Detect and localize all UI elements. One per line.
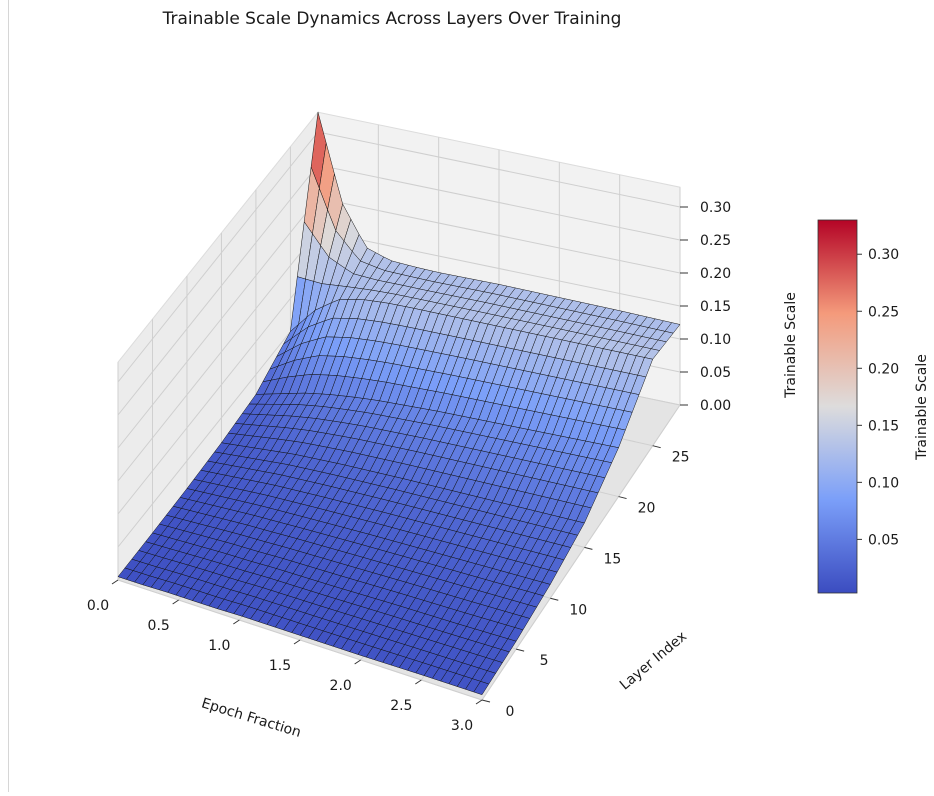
z-tick-label: 0.10 — [700, 332, 731, 348]
x-tick-label: 2.5 — [390, 698, 412, 714]
colorbar-tick-label: 0.30 — [868, 247, 899, 263]
tick-mark — [354, 659, 361, 665]
grid-line — [117, 197, 319, 449]
frame-divider — [8, 0, 9, 792]
tick-mark — [415, 679, 422, 685]
tick-mark — [550, 597, 559, 601]
z-tick-label: 0.25 — [700, 233, 731, 249]
surface-cell — [473, 681, 490, 696]
grid-line — [317, 197, 681, 274]
colorbar-tick-label: 0.10 — [868, 475, 899, 491]
grid-line — [117, 296, 319, 548]
y-tick-label: 10 — [569, 602, 587, 618]
grid-line — [481, 404, 681, 701]
grid-line — [317, 230, 681, 307]
y-tick-label: 20 — [638, 501, 656, 517]
x-tick-label: 0.0 — [87, 598, 109, 614]
z-tick-label: 0.30 — [700, 200, 731, 216]
z-tick-label: 0.20 — [700, 266, 731, 282]
chart-title: Trainable Scale Dynamics Across Layers O… — [162, 9, 622, 29]
z-axis-label: Trainable Scale — [783, 292, 799, 399]
colorbar-gradient — [817, 219, 858, 594]
y-tick-label: 25 — [672, 450, 690, 466]
tick-mark — [516, 648, 525, 652]
grid-line — [117, 131, 319, 383]
y-tick-label: 5 — [540, 653, 549, 669]
tick-mark — [233, 619, 240, 625]
grid-line — [117, 263, 319, 515]
y-tick-label: 0 — [506, 704, 515, 720]
tick-mark — [111, 579, 119, 585]
grid-line — [317, 164, 681, 241]
z-tick-label: 0.15 — [700, 299, 731, 315]
x-tick-label: 2.0 — [330, 678, 352, 694]
x-tick-label: 0.5 — [148, 618, 170, 634]
colorbar-tick-label: 0.20 — [868, 361, 899, 377]
colorbar: Trainable Scale 0.05 0.10 0.15 0.20 0.25 0.30 — [817, 219, 930, 594]
colorbar-tick-label: 0.25 — [868, 304, 899, 320]
grid-line — [117, 164, 319, 416]
z-tick-label: 0.00 — [700, 398, 731, 414]
grid-line — [317, 131, 681, 208]
tick-mark — [618, 496, 627, 500]
colorbar-label: Trainable Scale — [914, 354, 930, 461]
tick-mark — [475, 699, 483, 705]
x-tick-label: 3.0 — [451, 718, 473, 734]
tick-mark — [481, 699, 491, 703]
x-tick-label: 1.5 — [269, 658, 291, 674]
x-axis-label: Epoch Fraction — [199, 695, 302, 740]
y-tick-label: 15 — [603, 551, 621, 567]
z-tick-label: 0.05 — [700, 365, 731, 381]
colorbar-tick-label: 0.05 — [868, 532, 899, 548]
grid-line — [117, 230, 319, 482]
tick-mark — [652, 445, 661, 449]
surface-mesh — [117, 112, 681, 696]
colorbar-tick-label: 0.15 — [868, 418, 899, 434]
axis-ticks: 0.0 0.5 1.0 1.5 2.0 2.5 3.0 0 5 10 15 20 25 0.00 0.05 0… — [87, 200, 731, 734]
tick-mark — [584, 546, 593, 550]
y-axis-label: Layer Index — [617, 628, 690, 693]
x-tick-label: 1.0 — [208, 638, 230, 654]
tick-mark — [172, 599, 179, 605]
tick-mark — [293, 639, 301, 645]
